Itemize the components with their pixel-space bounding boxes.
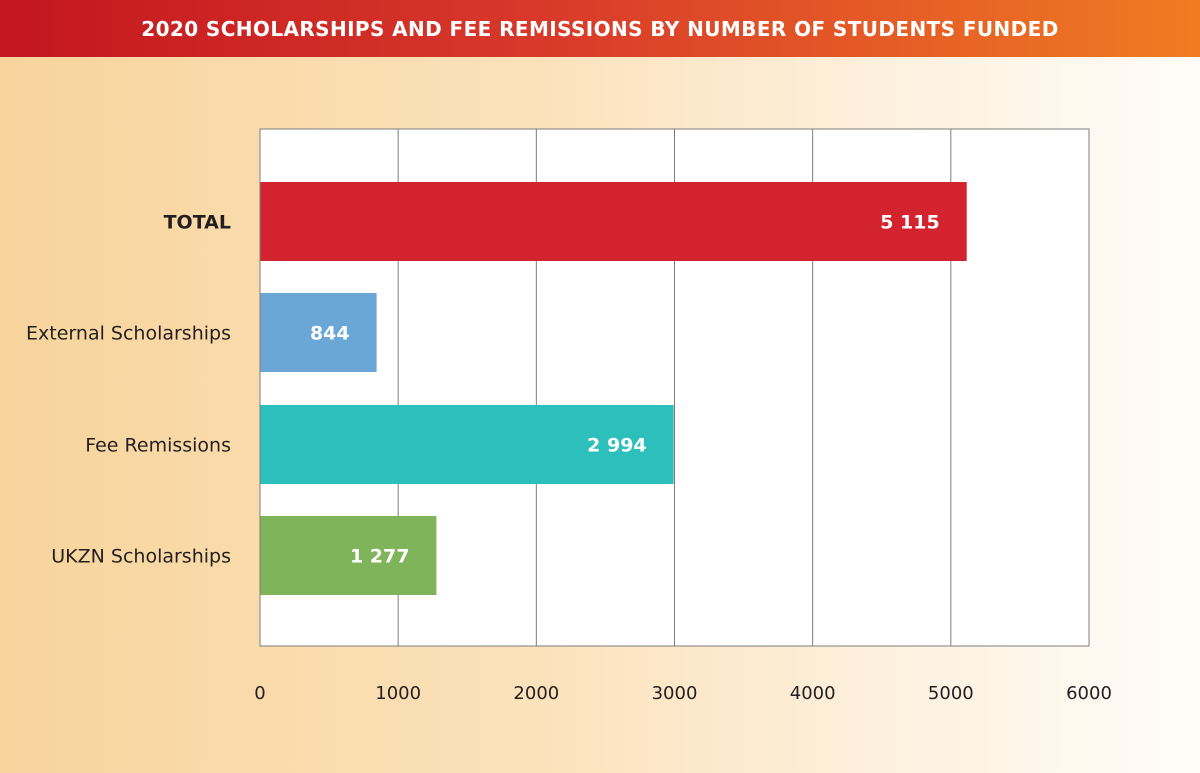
category-label: UKZN Scholarships bbox=[51, 546, 231, 568]
category-label: External Scholarships bbox=[26, 323, 231, 345]
x-tick-label: 1000 bbox=[375, 683, 421, 704]
x-tick-label: 4000 bbox=[790, 683, 836, 704]
title-bar: 2020 SCHOLARSHIPS AND FEE REMISSIONS BY … bbox=[0, 0, 1200, 57]
bar-external-scholarships bbox=[260, 293, 377, 372]
bar-ukzn-scholarships bbox=[260, 516, 437, 595]
bar-value-label: 5 115 bbox=[880, 212, 940, 234]
x-tick-label: 0 bbox=[254, 683, 265, 704]
bar-fee-remissions bbox=[260, 405, 674, 484]
bar-value-label: 844 bbox=[310, 323, 350, 345]
category-label: Fee Remissions bbox=[85, 435, 231, 457]
x-tick-label: 6000 bbox=[1066, 683, 1112, 704]
x-tick-label: 2000 bbox=[513, 683, 559, 704]
bar-value-label: 2 994 bbox=[587, 435, 647, 457]
x-tick-label: 3000 bbox=[652, 683, 698, 704]
chart-title: 2020 SCHOLARSHIPS AND FEE REMISSIONS BY … bbox=[141, 16, 1059, 41]
plot-border bbox=[259, 128, 1090, 647]
category-label: TOTAL bbox=[164, 212, 231, 234]
bar-total bbox=[260, 182, 967, 261]
x-tick-label: 5000 bbox=[928, 683, 974, 704]
bar-value-label: 1 277 bbox=[350, 546, 410, 568]
